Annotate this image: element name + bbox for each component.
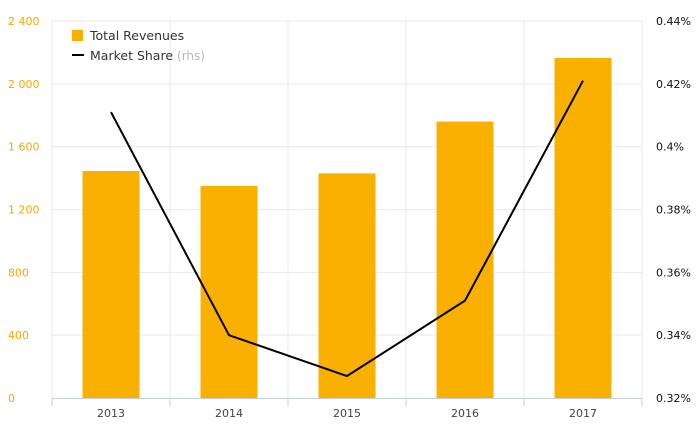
right-tick-label: 0.44% — [656, 15, 691, 28]
bar-2015 — [318, 173, 376, 398]
bar-2013 — [82, 171, 140, 398]
left-axis-tick-labels: 0 400 800 1 200 1 600 2 000 2 400 — [8, 15, 40, 405]
right-tick-label: 0.42% — [656, 78, 691, 91]
axes — [51, 398, 643, 406]
gridlines — [51, 20, 643, 398]
legend-label-market-share-name: Market Share — [90, 48, 173, 63]
legend: Total Revenues Market Share (rhs) — [72, 28, 205, 63]
left-tick-label: 1 200 — [8, 204, 40, 217]
x-axis-tick-labels: 2013 2014 2015 2016 2017 — [97, 407, 597, 420]
line-series-market-share — [110, 80, 584, 378]
left-tick-label: 2 000 — [8, 78, 40, 91]
right-tick-label: 0.32% — [656, 392, 691, 405]
legend-label-market-share-suffix: (rhs) — [177, 49, 205, 63]
x-tick-label: 2016 — [451, 407, 479, 420]
left-tick-label: 400 — [8, 329, 29, 342]
right-tick-label: 0.4% — [656, 141, 684, 154]
legend-swatch-total-revenues — [72, 30, 83, 41]
left-tick-label: 0 — [8, 392, 15, 405]
right-tick-label: 0.38% — [656, 204, 691, 217]
right-axis-tick-labels: 0.32% 0.34% 0.36% 0.38% 0.4% 0.42% 0.44% — [656, 15, 691, 405]
right-tick-label: 0.34% — [656, 329, 691, 342]
bar-series-total-revenues — [82, 57, 612, 399]
right-tick-label: 0.36% — [656, 266, 691, 279]
x-tick-label: 2017 — [569, 407, 597, 420]
bar-2016 — [436, 121, 494, 399]
x-tick-label: 2013 — [97, 407, 125, 420]
legend-label-market-share: Market Share (rhs) — [90, 48, 205, 63]
bar-2014 — [200, 185, 258, 398]
x-tick-label: 2014 — [215, 407, 243, 420]
left-tick-label: 1 600 — [8, 141, 40, 154]
bar-2017 — [554, 57, 612, 399]
legend-label-total-revenues: Total Revenues — [89, 28, 184, 43]
x-tick-label: 2015 — [333, 407, 361, 420]
left-tick-label: 800 — [8, 266, 29, 279]
left-tick-label: 2 400 — [8, 15, 40, 28]
